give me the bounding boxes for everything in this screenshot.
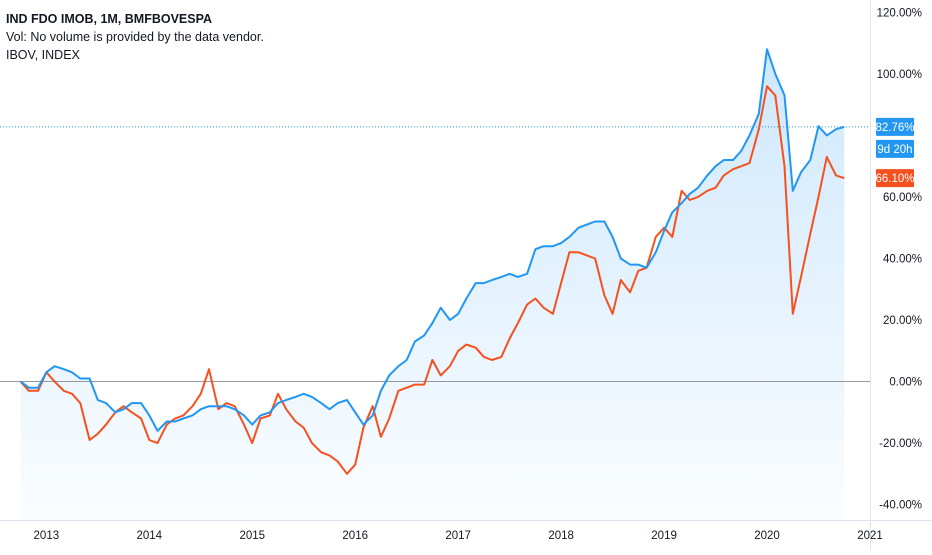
- bar-countdown-badge-text: 9d 20h: [877, 144, 912, 156]
- bar-countdown-badge-bg: [876, 139, 914, 158]
- y-tick-label: 0.00%: [889, 377, 922, 389]
- y-tick-label: 120.00%: [877, 7, 922, 19]
- main-series-area: [20, 49, 845, 520]
- main-last-value-badge-bg: [876, 117, 914, 136]
- compare-symbol-label[interactable]: IBOV, INDEX: [6, 48, 80, 62]
- series-line-ind-fdo-imob[interactable]: [19, 48, 845, 432]
- y-tick-label: -40.00%: [879, 500, 922, 512]
- x-tick-label: 2016: [342, 530, 368, 542]
- x-tick-label: 2020: [754, 530, 780, 542]
- compare-last-value-badge-text: 66.10%: [875, 173, 914, 185]
- y-tick-label: 40.00%: [883, 253, 922, 265]
- y-tick-label: 100.00%: [877, 69, 922, 81]
- x-tick-label: 2013: [34, 530, 60, 542]
- y-tick-label: 60.00%: [883, 192, 922, 204]
- symbol-title[interactable]: IND FDO IMOB, 1M, BMFBOVESPA: [6, 12, 213, 26]
- y-tick-label: 20.00%: [883, 315, 922, 327]
- chart-legend: IND FDO IMOB, 1M, BMFBOVESPA Vol: No vol…: [6, 10, 264, 64]
- main-last-value-badge: 82.76%: [875, 117, 915, 136]
- x-tick-label: 2021: [857, 530, 883, 542]
- y-tick-label: -20.00%: [879, 438, 922, 450]
- main-last-value-badge-text: 82.76%: [875, 122, 914, 134]
- compare-last-value-badge: 66.10%: [875, 169, 915, 188]
- x-tick-label: 2015: [239, 530, 265, 542]
- volume-note: Vol: No volume is provided by the data v…: [6, 30, 264, 44]
- series-line-ibov[interactable]: [19, 85, 845, 475]
- x-tick-label: 2019: [651, 530, 677, 542]
- x-tick-label: 2014: [136, 530, 162, 542]
- bar-countdown-badge: 9d 20h: [876, 139, 914, 158]
- compare-last-value-badge-bg: [876, 169, 914, 188]
- x-tick-label: 2017: [445, 530, 471, 542]
- x-tick-label: 2018: [548, 530, 574, 542]
